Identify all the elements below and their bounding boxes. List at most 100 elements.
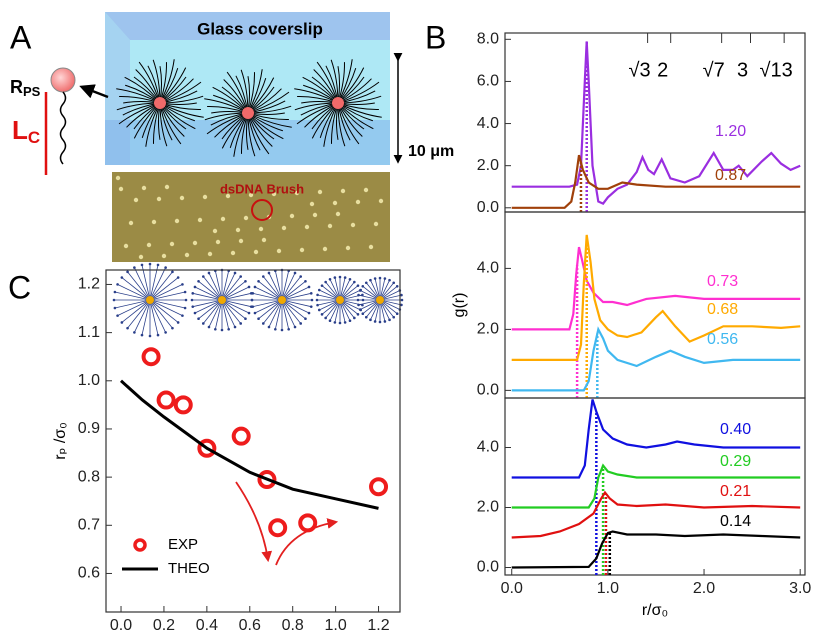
particle (165, 185, 169, 189)
panel-label: A (10, 19, 32, 55)
y-tick-label: 6.0 (477, 73, 499, 90)
series-label: 0.87 (715, 167, 746, 184)
icon-tip (308, 286, 311, 289)
icon-tip (379, 321, 382, 324)
icon-tip (191, 292, 194, 295)
icon-tip (227, 328, 230, 331)
icon-tip (202, 275, 205, 278)
icon-tip (113, 299, 116, 302)
icon-tip (349, 278, 352, 281)
icon-tip (164, 331, 167, 334)
x-tick-label: 1.2 (367, 617, 389, 634)
icon-tip (208, 326, 211, 329)
icon-tip (177, 321, 180, 324)
icon-tip (308, 312, 311, 315)
icon-tip (257, 317, 260, 320)
icon-tip (294, 326, 297, 329)
icon-tip (369, 279, 372, 282)
icon-tip (353, 317, 356, 320)
zoom-arrow (82, 87, 108, 97)
icon-tip (379, 277, 382, 280)
particle (282, 226, 286, 230)
icon-tip (384, 277, 387, 280)
icon-tip (318, 309, 321, 312)
icon-tip (310, 292, 313, 295)
icon-tip (392, 281, 395, 284)
icon-tip (221, 329, 224, 332)
y-tick-label: 4.0 (477, 115, 499, 132)
particle (152, 220, 156, 224)
rps-main: R (10, 77, 23, 97)
icon-tip (171, 271, 174, 274)
y-tick-label: 4.0 (477, 439, 499, 456)
icon-tip (184, 307, 187, 310)
x-tick-label: 1.0 (324, 617, 346, 634)
x-axis-label: r/σ₀ (642, 602, 668, 619)
particle (305, 225, 309, 229)
icon-tip (392, 316, 395, 319)
icon-tip (329, 278, 332, 281)
brush-icons (113, 263, 404, 338)
particle (369, 245, 373, 249)
y-tick-label: 2.0 (477, 321, 499, 338)
series-line (512, 493, 801, 538)
icon-tip (396, 285, 399, 288)
icon-tip (281, 329, 284, 332)
particle (193, 241, 197, 245)
icon-tip (251, 299, 254, 302)
particle (259, 227, 263, 231)
icon-tip (191, 305, 194, 308)
icon-tip (357, 313, 360, 316)
icon-tip (251, 292, 254, 295)
particle (290, 214, 294, 218)
icon-tip (304, 280, 307, 283)
particle (147, 243, 151, 247)
icon-tip (262, 275, 265, 278)
x-tick-label: 1.0 (597, 580, 619, 597)
icon-tip (299, 322, 302, 325)
exp-point (159, 393, 174, 408)
particle (318, 190, 322, 194)
particle (221, 217, 225, 221)
icon-tip (157, 334, 160, 337)
coverslip-label: Glass coverslip (197, 19, 323, 38)
particle (213, 229, 217, 233)
particle (379, 199, 383, 203)
icon-tip (185, 299, 188, 302)
series-label: 0.14 (720, 513, 751, 530)
y-axis-label: g(r) (451, 293, 468, 318)
particle (351, 223, 355, 227)
x-tick-label: 0.0 (110, 617, 132, 634)
plot-frame (505, 398, 805, 575)
particle (328, 224, 332, 228)
icon-tip (121, 276, 124, 279)
icon-tip (334, 321, 337, 324)
icon-tip (171, 327, 174, 330)
figure: A B C Glass coverslip 10 μm dsDNA Brush … (0, 0, 819, 635)
plot-frame (505, 212, 805, 398)
icon-tip (310, 305, 313, 308)
annotation: 3 (737, 59, 748, 81)
particle (119, 187, 123, 191)
icon-tip (357, 304, 360, 307)
particle (310, 202, 314, 206)
icon-core (278, 296, 286, 304)
icon-tip (184, 291, 187, 294)
brush-label: dsDNA Brush (220, 181, 304, 196)
icon-tip (359, 308, 362, 311)
dna-strand (61, 92, 66, 164)
icon-tip (287, 328, 290, 331)
rps-label: RPS (10, 77, 41, 100)
particle (185, 253, 189, 257)
icon-tip (234, 272, 237, 275)
icon-tip (149, 335, 152, 338)
icon-tip (353, 281, 356, 284)
particle (277, 249, 281, 253)
lc-sub: C (28, 128, 40, 147)
particle (239, 239, 243, 243)
exp-point (234, 429, 249, 444)
icon-tip (311, 299, 314, 302)
icon-tip (344, 321, 347, 324)
x-tick-label: 0.2 (153, 617, 175, 634)
icon-tip (374, 277, 377, 280)
